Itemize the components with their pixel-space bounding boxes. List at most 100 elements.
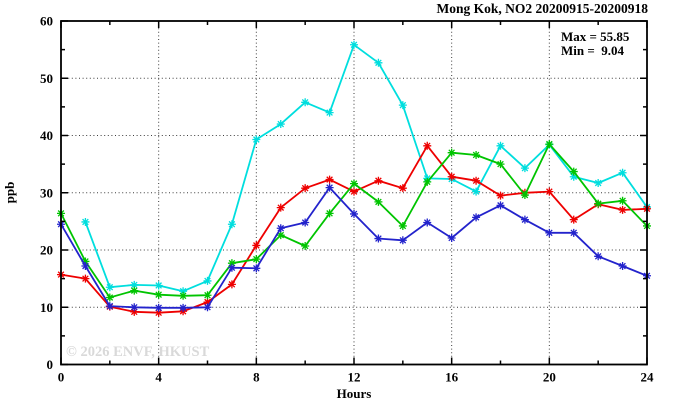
watermark: © 2026 ENVF, HKUST (66, 344, 210, 360)
data-point-marker (81, 217, 90, 226)
data-point-marker (227, 263, 236, 272)
x-tick-label: 24 (641, 370, 655, 385)
data-point-marker (472, 213, 481, 222)
series-cyan-line (84, 43, 648, 293)
data-series (57, 40, 651, 317)
x-tick-label: 4 (155, 370, 162, 385)
x-tick-label: 8 (253, 370, 260, 385)
series-green (57, 140, 651, 302)
chart-title: Mong Kok, NO2 20200915-20200918 (436, 1, 648, 16)
data-point-marker (569, 167, 578, 176)
series-cyan (81, 40, 651, 296)
data-point-marker (423, 141, 432, 150)
data-point-marker (496, 191, 505, 200)
data-point-marker (520, 191, 529, 200)
data-point-marker (472, 176, 481, 185)
data-point-marker (203, 276, 212, 285)
data-point-marker (325, 209, 334, 218)
data-point-marker (447, 148, 456, 157)
data-point-marker (398, 101, 407, 110)
x-axis-label: Hours (337, 386, 372, 401)
data-point-marker (618, 262, 627, 271)
data-point-marker (423, 218, 432, 227)
data-point-marker (398, 184, 407, 193)
data-point-marker (227, 280, 236, 289)
data-point-marker (81, 262, 90, 271)
y-axis-label: ppb (2, 182, 17, 204)
y-tick-label: 30 (40, 185, 53, 200)
y-tick-label: 50 (40, 71, 53, 86)
y-tick-label: 60 (40, 14, 53, 29)
data-point-marker (154, 303, 163, 312)
data-point-marker (105, 293, 114, 302)
max-annotation: Max = 55.85 (561, 29, 630, 44)
data-point-marker (374, 176, 383, 185)
data-point-marker (325, 175, 334, 184)
data-point-marker (594, 252, 603, 261)
data-point-marker (496, 141, 505, 150)
x-tick-label: 12 (348, 370, 361, 385)
data-point-marker (496, 201, 505, 210)
y-tick-label: 0 (47, 357, 54, 372)
data-point-marker (423, 177, 432, 186)
data-point-marker (301, 218, 310, 227)
data-point-marker (447, 233, 456, 242)
data-point-marker (130, 280, 139, 289)
series-blue-line (60, 186, 648, 309)
data-point-marker (618, 196, 627, 205)
data-point-marker (545, 228, 554, 237)
data-point-marker (520, 215, 529, 224)
data-point-marker (227, 259, 236, 268)
y-tick-label: 20 (40, 243, 53, 258)
y-tick-label: 10 (40, 300, 53, 315)
min-annotation: Min = 9.04 (561, 43, 625, 58)
data-point-marker (569, 172, 578, 181)
data-point-marker (325, 183, 334, 192)
data-point-marker (81, 274, 90, 283)
data-point-marker (154, 290, 163, 299)
data-point-marker (569, 215, 578, 224)
data-point-marker (569, 228, 578, 237)
data-point-marker (130, 307, 139, 316)
data-point-marker (350, 187, 358, 196)
y-tick-label: 40 (40, 128, 53, 143)
data-point-marker (203, 291, 212, 300)
tick-labels: 0 10 20 30 40 50 60 0 4 8 12 16 20 24 (40, 14, 654, 385)
data-point-marker (398, 221, 407, 230)
data-point-marker (301, 98, 310, 107)
data-point-marker (252, 255, 261, 264)
data-point-marker (154, 281, 163, 290)
data-point-marker (179, 303, 188, 312)
data-point-marker (325, 108, 334, 117)
data-point-marker (398, 236, 407, 245)
data-point-marker (276, 120, 285, 129)
data-point-marker (252, 264, 261, 273)
data-point-marker (301, 184, 310, 193)
data-point-marker (227, 220, 236, 229)
plot-frame (60, 20, 648, 366)
data-point-marker (130, 286, 139, 295)
data-point-marker (252, 241, 261, 250)
data-point-marker (154, 308, 163, 317)
data-point-marker (203, 303, 212, 312)
series-red (57, 141, 651, 317)
x-tick-label: 20 (543, 370, 556, 385)
data-point-marker (81, 257, 90, 266)
data-point-marker (374, 58, 383, 67)
data-point-marker (203, 298, 212, 307)
data-point-marker (179, 291, 188, 300)
data-point-marker (276, 203, 285, 212)
data-point-marker (472, 150, 481, 159)
data-point-marker (496, 160, 505, 169)
data-point-marker (350, 209, 358, 218)
data-point-marker (594, 179, 603, 188)
data-point-marker (301, 241, 310, 250)
data-point-marker (472, 187, 481, 196)
data-point-marker (105, 302, 114, 311)
data-point-marker (350, 179, 358, 188)
series-green-line (60, 143, 648, 299)
data-point-marker (374, 234, 383, 243)
data-point-marker (252, 135, 261, 144)
